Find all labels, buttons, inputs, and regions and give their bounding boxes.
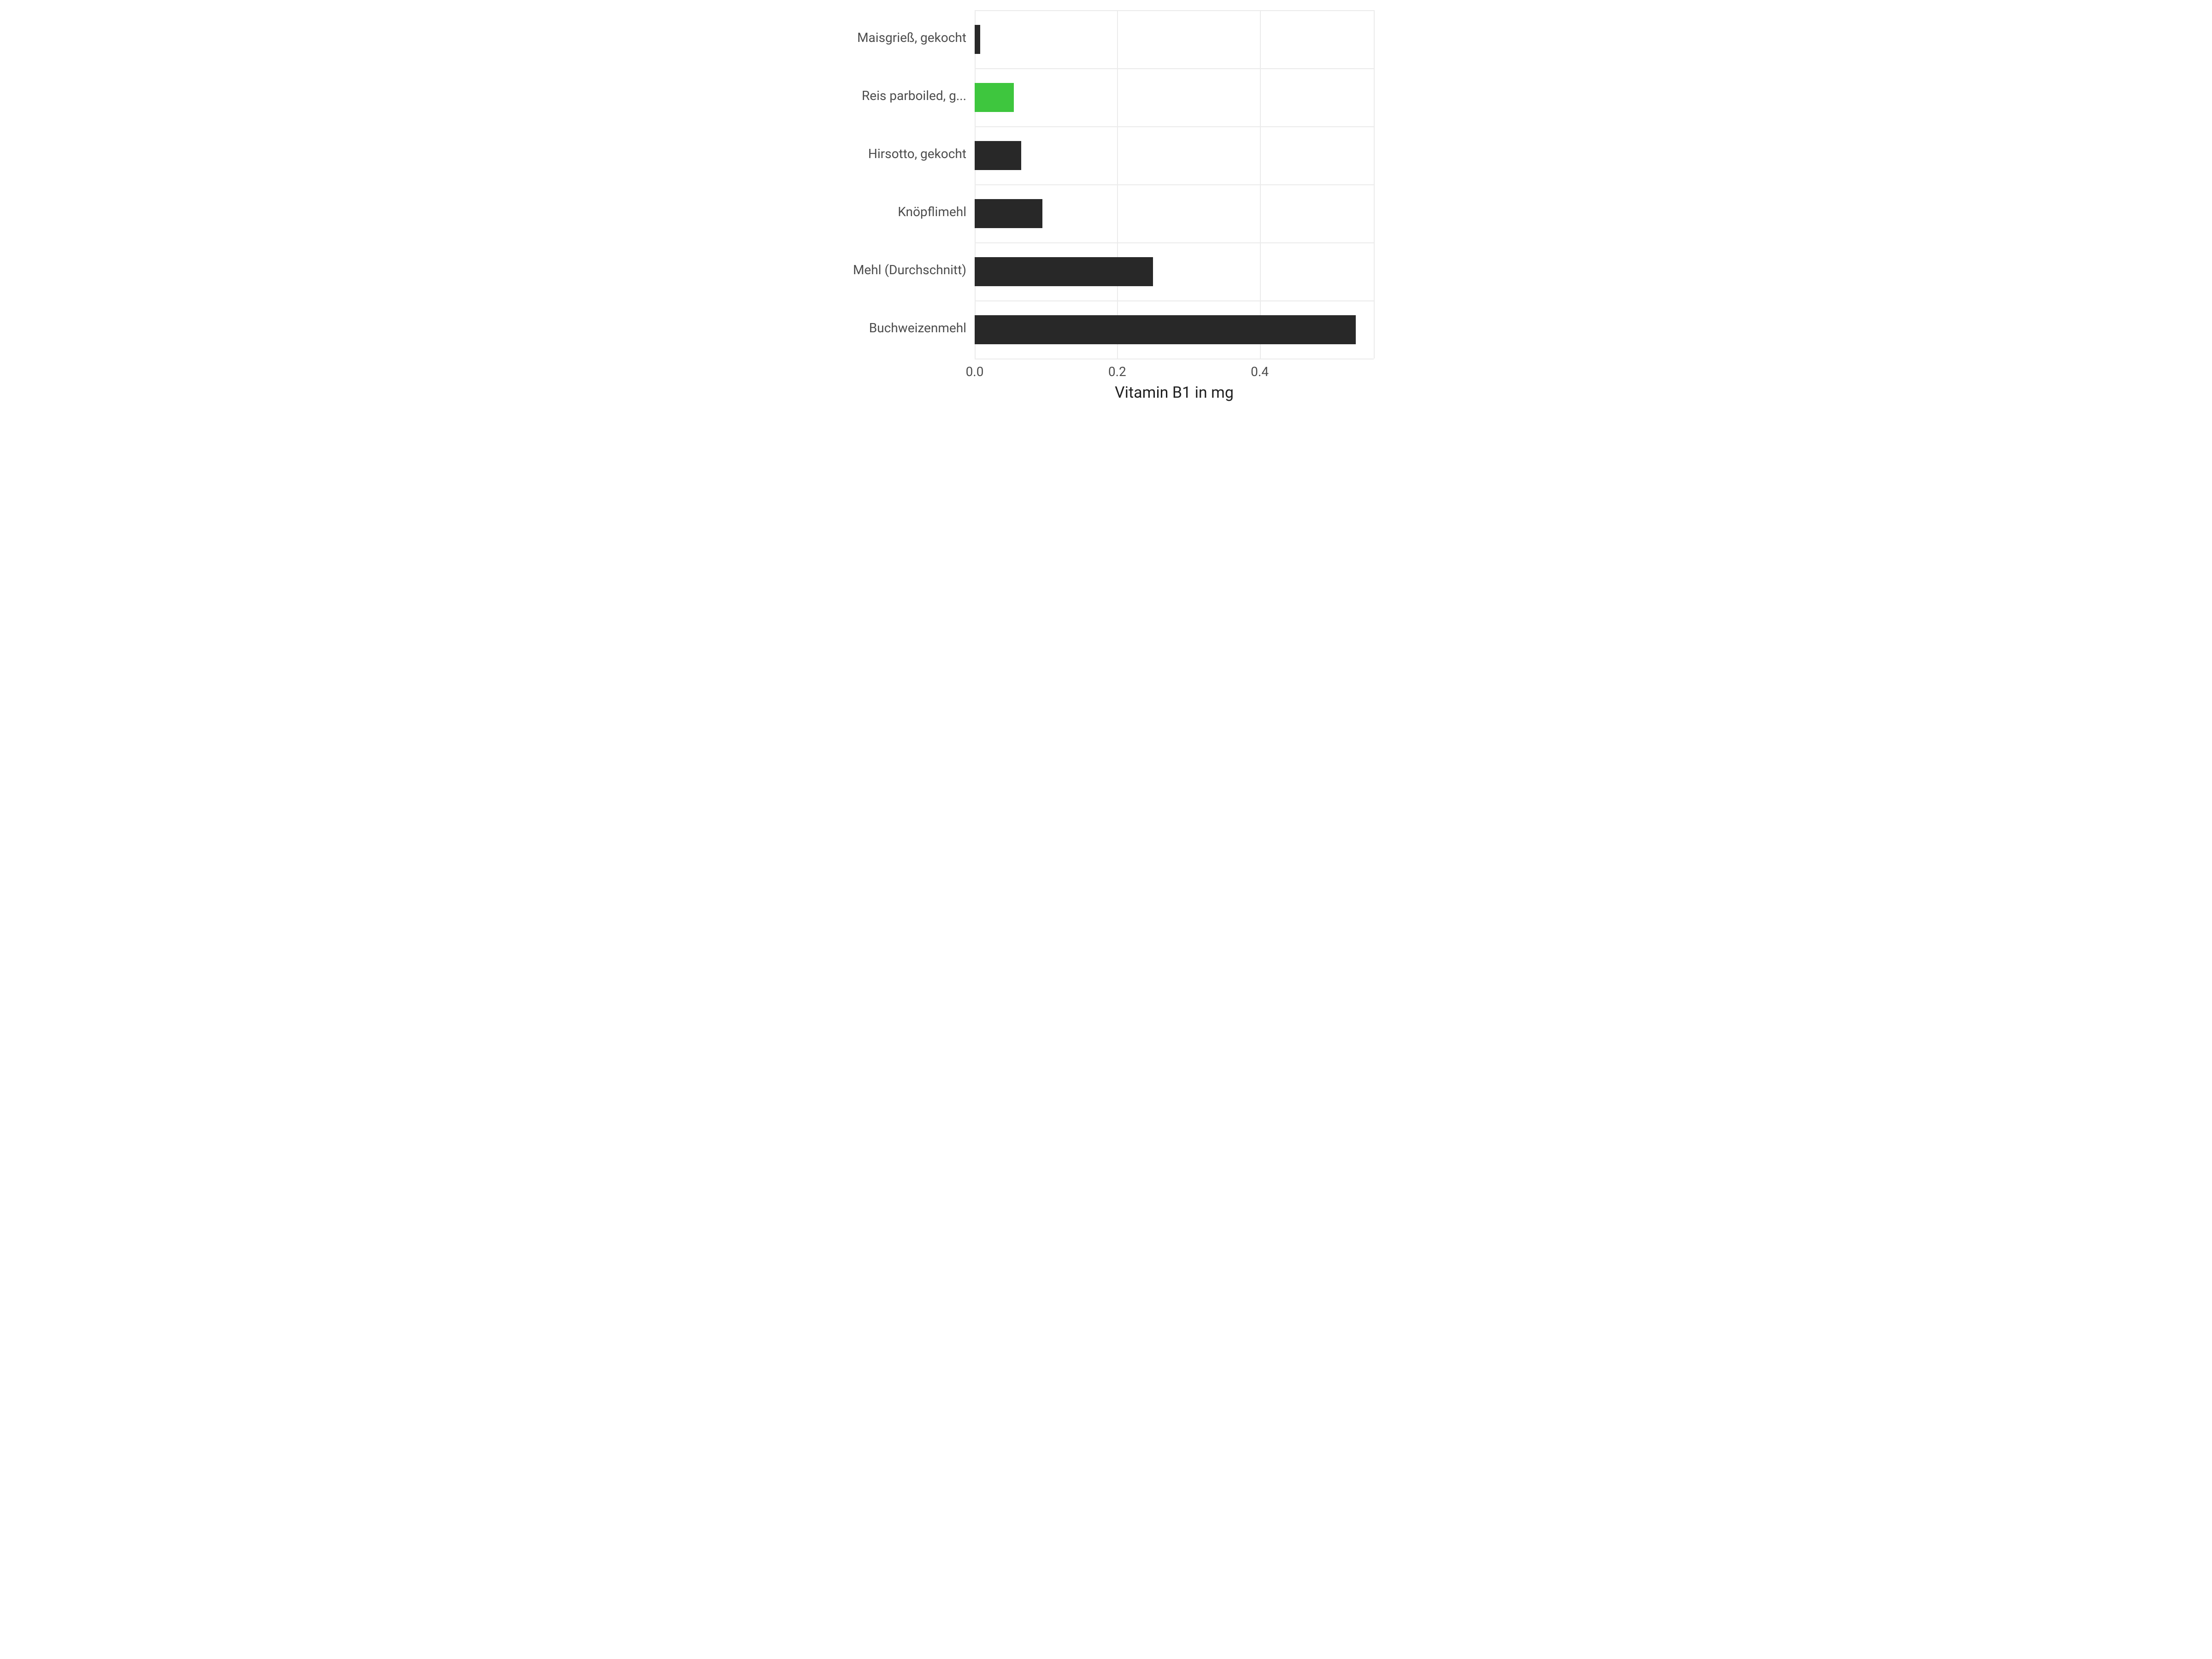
y-tick-label: Knöpflimehl: [898, 204, 966, 219]
y-tick-label: Mehl (Durchschnitt): [853, 262, 966, 277]
grid-line-vertical: [1374, 10, 1375, 359]
grid-line-horizontal: [975, 10, 1374, 11]
grid-line-vertical: [1117, 10, 1118, 359]
chart-container: Maisgrieß, gekocht Reis parboiled, g... Hi…: [830, 0, 1382, 415]
grid-line-horizontal: [975, 184, 1374, 185]
grid-line-horizontal: [975, 68, 1374, 69]
x-tick-label: 0.0: [966, 364, 984, 379]
grid-line-vertical: [1260, 10, 1261, 359]
y-tick-label: Buchweizenmehl: [869, 320, 966, 335]
x-tick-label: 0.2: [1108, 364, 1126, 379]
y-tick-label: Hirsotto, gekocht: [868, 146, 966, 161]
x-axis-title: Vitamin B1 in mg: [1115, 383, 1234, 402]
bar: [975, 315, 1356, 344]
plot-area: [975, 10, 1374, 359]
bar: [975, 83, 1014, 112]
bar: [975, 141, 1021, 170]
grid-line-vertical: [975, 10, 976, 359]
bar: [975, 257, 1153, 286]
bar: [975, 25, 980, 54]
grid-line-horizontal: [975, 242, 1374, 243]
bar: [975, 199, 1042, 228]
y-tick-label: Reis parboiled, g...: [862, 88, 966, 103]
grid-line-horizontal: [975, 300, 1374, 301]
grid-line-horizontal: [975, 126, 1374, 127]
x-tick-label: 0.4: [1251, 364, 1269, 379]
y-tick-label: Maisgrieß, gekocht: [857, 30, 966, 45]
